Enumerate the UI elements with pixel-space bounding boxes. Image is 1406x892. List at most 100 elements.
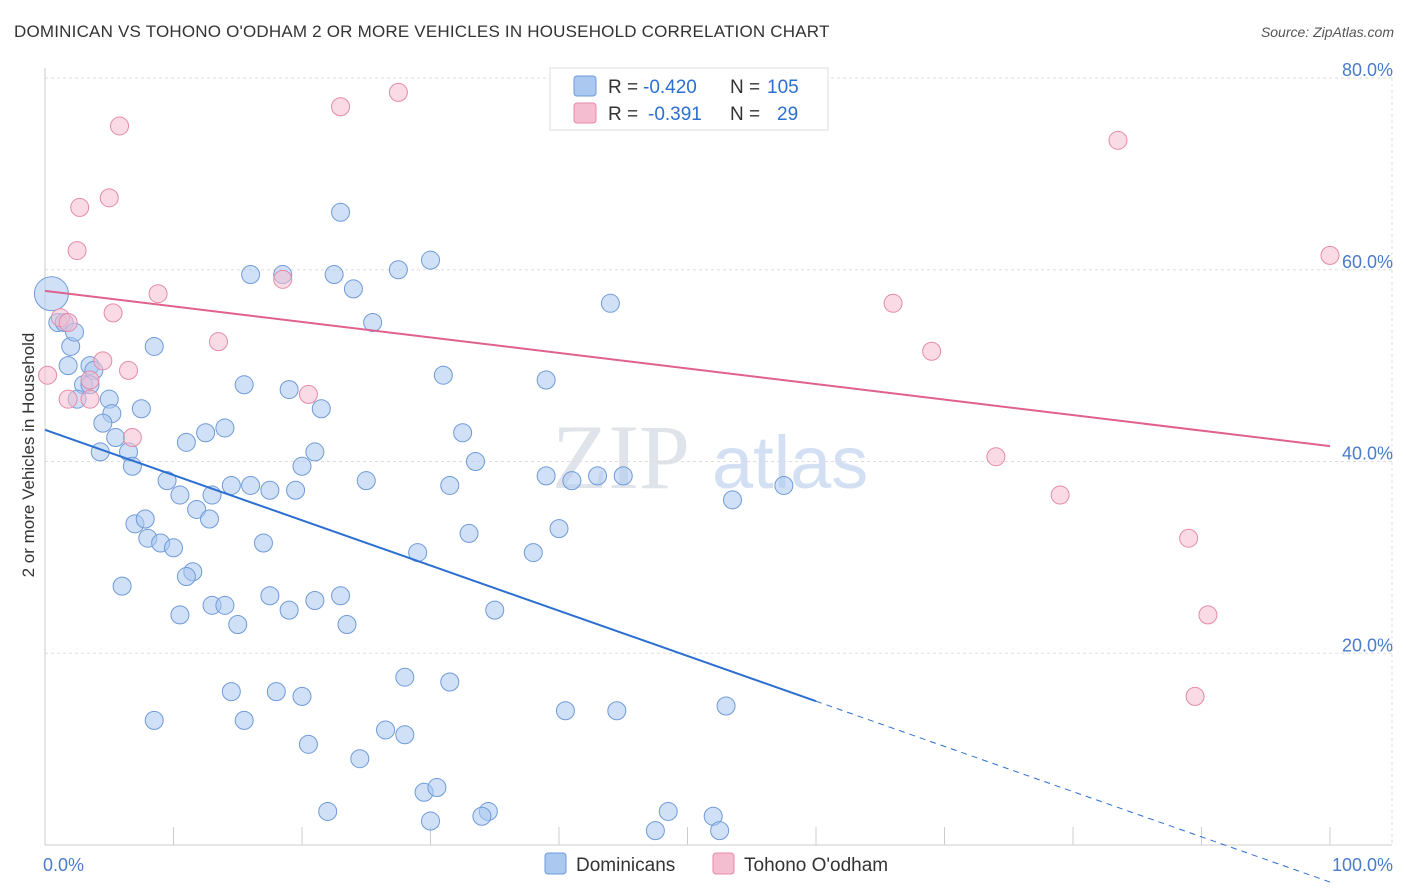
dominicans-point xyxy=(279,380,299,400)
dominicans-point xyxy=(279,600,299,620)
legend-r-value-1: -0.420 xyxy=(643,77,697,98)
tohono-point xyxy=(122,428,142,448)
dominicans-point xyxy=(472,806,492,826)
dominicans-point xyxy=(260,480,280,500)
dominicans-point xyxy=(331,586,351,606)
dominicans-point xyxy=(170,605,190,625)
legend-swatch-tohono xyxy=(573,102,597,124)
dominicans-point xyxy=(106,428,126,448)
dominicans-point xyxy=(536,466,556,486)
dominicans-point xyxy=(465,452,485,471)
series-tohono-points xyxy=(38,82,1340,706)
dominicans-point xyxy=(292,686,312,706)
dominicans-point xyxy=(112,576,132,596)
dominicans-point xyxy=(658,801,678,821)
dominicans-point xyxy=(555,701,575,721)
dominicans-point xyxy=(710,821,730,841)
y-axis-label: 2 or more Vehicles in Household xyxy=(19,333,38,578)
dominicans-point xyxy=(170,485,190,505)
legend-r-label-2: R = xyxy=(608,104,638,125)
dominicans-point xyxy=(645,821,665,841)
dominicans-point xyxy=(395,667,415,687)
dominicans-point xyxy=(199,509,219,529)
x-tick-label: 0.0% xyxy=(43,855,84,875)
watermark-zip: ZIP xyxy=(552,406,690,508)
trendlines xyxy=(44,289,1331,883)
tohono-point xyxy=(883,293,903,313)
dominicans-point xyxy=(485,600,505,620)
legend-n-label-2: N = xyxy=(730,104,760,125)
dominicans-point xyxy=(536,370,556,390)
dominicans-point xyxy=(144,710,164,730)
dominicans-point xyxy=(600,293,620,313)
tohono-point xyxy=(58,389,78,409)
dominicans-point xyxy=(459,523,479,543)
tohono-point xyxy=(103,303,123,323)
tohono-point xyxy=(1198,605,1218,625)
dominicans-point xyxy=(427,777,447,797)
tohono-point xyxy=(298,384,318,404)
dominicans-point xyxy=(343,279,363,299)
dominicans-point xyxy=(549,519,569,539)
dominicans-trendline xyxy=(44,428,817,703)
dominicans-point xyxy=(774,475,794,495)
dominicans-point xyxy=(215,418,235,438)
dominicans-point xyxy=(157,471,177,491)
tohono-point xyxy=(388,82,408,102)
stats-legend: R = -0.420 N = 105 R = -0.391 N = 29 xyxy=(549,67,829,131)
dominicans-point xyxy=(562,471,582,491)
tohono-point xyxy=(148,284,168,304)
tohono-point xyxy=(38,365,58,385)
legend-n-value-2: 29 xyxy=(777,104,798,125)
dominicans-point xyxy=(221,682,241,702)
dominicans-point xyxy=(305,442,325,462)
y-tick-label: 80.0% xyxy=(1342,60,1393,80)
dominicans-point xyxy=(228,614,248,634)
chart-title: DOMINICAN VS TOHONO O'ODHAM 2 OR MORE VE… xyxy=(14,22,830,41)
legend-r-value-2: -0.391 xyxy=(648,104,702,125)
dominicans-point xyxy=(331,202,351,222)
dominicans-point xyxy=(144,336,164,356)
dominicans-point xyxy=(421,250,440,270)
source-credit: Source: ZipAtlas.com xyxy=(1260,24,1394,40)
dominicans-point xyxy=(292,456,312,476)
dominicans-point xyxy=(266,682,286,702)
dominicans-point xyxy=(176,567,196,587)
dominicans-point xyxy=(93,413,113,433)
y-tick-label: 60.0% xyxy=(1342,252,1393,272)
dominicans-point xyxy=(523,543,543,563)
tohono-point xyxy=(99,188,119,208)
tohono-point xyxy=(93,351,113,371)
tohono-point xyxy=(110,116,130,136)
dominicans-point xyxy=(221,475,241,495)
dominicans-point xyxy=(58,356,78,376)
dominicans-point xyxy=(196,423,216,443)
tohono-point xyxy=(1320,245,1340,265)
tohono-point xyxy=(1179,528,1199,548)
tohono-point xyxy=(1185,686,1205,706)
dominicans-point xyxy=(318,801,338,821)
dominicans-point xyxy=(363,312,383,332)
dominicans-point xyxy=(350,749,370,769)
legend-swatch-dominicans-bottom xyxy=(544,852,567,875)
dominicans-point xyxy=(234,375,254,395)
dominicans-point xyxy=(716,696,736,716)
axes xyxy=(44,68,1392,846)
dominicans-trendline-extension xyxy=(815,700,1331,883)
tohono-point xyxy=(80,389,100,409)
dominicans-point xyxy=(253,533,273,553)
tohono-point xyxy=(273,269,293,289)
legend-r-label-1: R = xyxy=(608,77,638,98)
dominicans-point xyxy=(135,509,155,529)
dominicans-point xyxy=(440,672,460,692)
legend-label-tohono: Tohono O'odham xyxy=(744,855,888,876)
dominicans-point xyxy=(164,538,183,558)
dominicans-point xyxy=(722,490,742,510)
dominicans-point xyxy=(588,466,608,486)
dominicans-point xyxy=(376,720,396,740)
dominicans-point xyxy=(395,725,415,745)
dominicans-point xyxy=(324,265,344,285)
tohono-point xyxy=(1050,485,1070,505)
tohono-point xyxy=(67,241,87,261)
series-legend: Dominicans Tohono O'odham xyxy=(544,852,888,876)
